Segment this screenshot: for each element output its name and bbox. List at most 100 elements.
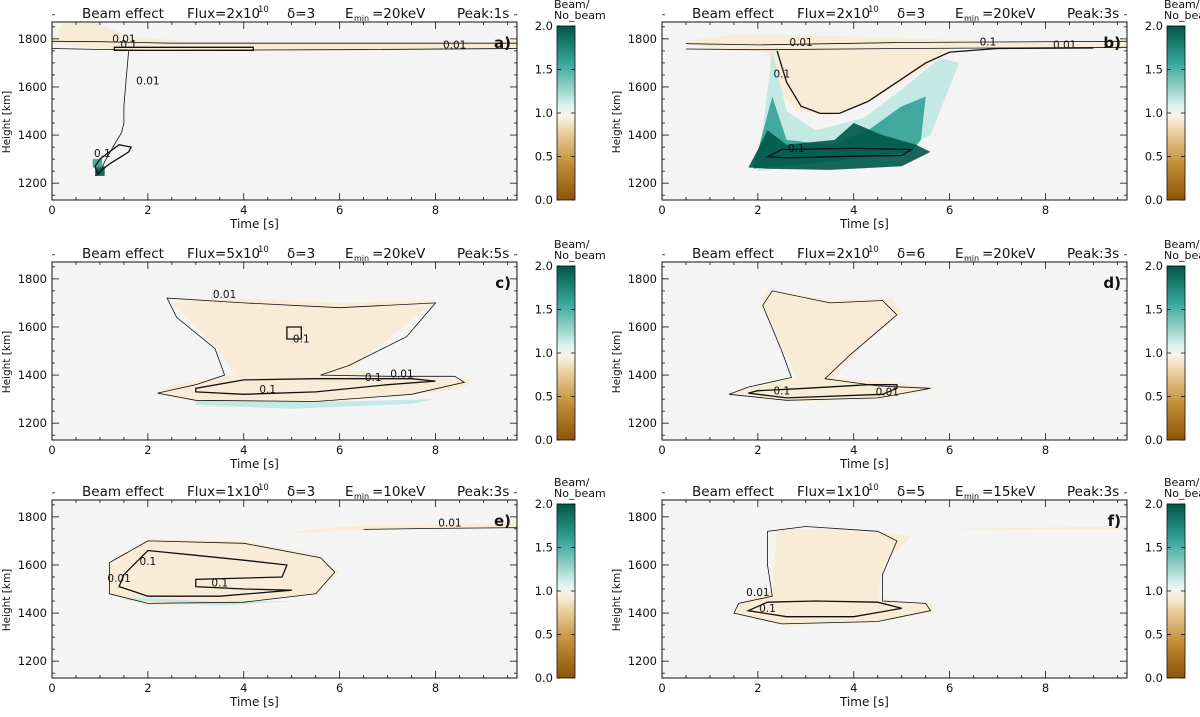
y-tick-label: 1600: [18, 80, 47, 94]
title-flux-exponent: 10: [258, 245, 269, 255]
contour-0-1: [286, 326, 302, 340]
title-peak: Peak:3s: [1067, 484, 1119, 500]
y-axis: 1200 1400 1600 1800 Height [km]: [611, 14, 1127, 196]
title-flux: Flux=1x10: [187, 484, 260, 500]
colorbar-tick-label: 1.0: [535, 346, 553, 360]
contour-0-1: [118, 549, 292, 597]
title-emin-value: =20keV: [372, 246, 426, 262]
x-tick-label: 0: [48, 443, 55, 457]
x-tick-label: 6: [946, 681, 953, 695]
x-tick-label: 8: [432, 203, 439, 217]
contour-0-01: [363, 527, 517, 530]
contour-label: 0.1: [759, 603, 776, 615]
contour-label: 0.01: [112, 33, 135, 45]
title-delta: δ=3: [287, 484, 315, 500]
heatmap-region-tan: [959, 526, 1127, 531]
title-delta: δ=6: [897, 246, 925, 262]
title-flux-exponent: 10: [868, 5, 879, 15]
y-tick-label: 1400: [628, 128, 657, 142]
contour-0-1: [94, 144, 133, 175]
contour-label: 0.01: [107, 573, 130, 585]
y-axis-label: Height [km]: [611, 569, 623, 632]
colorbar-tick-label: 0.0: [535, 193, 553, 207]
contour-0-01: [109, 540, 336, 604]
y-tick-label: 1800: [628, 32, 657, 46]
contour-label: 0.1: [140, 556, 157, 568]
colorbar-tick-label: 0.0: [535, 433, 553, 447]
colorbar-tick-label: 1.0: [535, 106, 553, 120]
title-name: Beam effect: [692, 484, 774, 500]
panel-label: a): [494, 34, 511, 52]
y-tick-label: 1600: [628, 80, 657, 94]
x-tick-label: 8: [1042, 203, 1049, 217]
x-tick-label: 0: [658, 203, 665, 217]
contour-label: 0.1: [94, 148, 111, 160]
colorbar-tick-label: 0.0: [535, 671, 553, 685]
colorbar-tick-label: 1.5: [1145, 541, 1163, 555]
x-tick-label: 4: [240, 443, 247, 457]
contour-label: 0.1: [788, 143, 805, 155]
x-tick-label: 4: [240, 681, 247, 695]
title-delta: δ=5: [897, 484, 925, 500]
colorbar-label-line1: Beam/: [554, 476, 590, 489]
colorbar-label-line1: Beam/: [1164, 476, 1200, 489]
title-emin-value: =20keV: [372, 6, 426, 22]
title-emin-subscript: min: [964, 254, 979, 263]
colorbar-tick-label: 1.5: [1145, 63, 1163, 77]
colorbar-tick-label: 0.5: [535, 390, 553, 404]
colorbar-label-line2: No_beam: [554, 249, 606, 262]
colorbar-label-line2: No_beam: [554, 487, 606, 500]
y-tick-label: 1800: [18, 32, 47, 46]
contour-label: 0.1: [980, 37, 997, 49]
colorbar-label-line2: No_beam: [1164, 249, 1200, 262]
title-flux: Flux=5x10: [187, 246, 260, 262]
title-name: Beam effect: [82, 6, 164, 22]
x-tick-label: 8: [432, 681, 439, 695]
x-tick-label: 4: [850, 443, 857, 457]
contour-0-1: [776, 47, 1094, 115]
panel-label: f): [1108, 512, 1121, 530]
title-emin-value: =20keV: [982, 246, 1036, 262]
contour-label: 0.1: [259, 384, 276, 396]
title-flux: Flux=2x10: [797, 6, 870, 22]
contour-0-1: [113, 46, 254, 52]
colorbar-tick-label: 0.5: [1145, 628, 1163, 642]
colorbar-tick-label: 1.0: [535, 584, 553, 598]
title-delta: δ=3: [287, 6, 315, 22]
title-delta: δ=3: [287, 246, 315, 262]
x-tick-label: 2: [144, 443, 151, 457]
y-tick-label: 1800: [18, 272, 47, 286]
x-tick-label: 2: [754, 443, 761, 457]
colorbar-tick-label: 2.0: [1145, 19, 1163, 33]
y-axis: 1200 1400 1600 1800 Height [km]: [611, 492, 1127, 674]
contour-label: 0.01: [876, 387, 899, 399]
y-tick-label: 1600: [628, 320, 657, 334]
x-axis-label: Time [s]: [229, 457, 279, 471]
x-tick-label: 6: [946, 443, 953, 457]
y-axis-label: Height [km]: [611, 91, 623, 154]
colorbar-label-line1: Beam/: [554, 0, 590, 11]
heatmap-data: 0.01 0.1: [733, 526, 1127, 626]
contour-0-01: [728, 290, 931, 401]
contour-label: 0.1: [293, 334, 310, 346]
x-tick-label: 4: [240, 203, 247, 217]
y-axis: 1200 1400 1600 1800 Height [km]: [1, 254, 517, 436]
title-flux: Flux=1x10: [797, 484, 870, 500]
colorbar: Beam/No_beam 0.0 0.5 1.0 1.5 2.0: [1145, 0, 1200, 207]
contour-label: 0.01: [213, 289, 236, 301]
x-axis-label: Time [s]: [839, 695, 889, 709]
heatmap-data: 0.01 0.1 0.1 0.01 0.1: [157, 289, 474, 409]
y-tick-label: 1200: [628, 416, 657, 430]
colorbar-tick-label: 0.5: [535, 150, 553, 164]
colorbar-tick-label: 1.5: [535, 541, 553, 555]
x-axis: 0 2 4 6 8 Time [s]: [48, 500, 508, 709]
y-axis-label: Height [km]: [1, 91, 13, 154]
panel-label: b): [1103, 34, 1121, 52]
colorbar: Beam/No_beam 0.0 0.5 1.0 1.5 2.0: [535, 238, 606, 447]
